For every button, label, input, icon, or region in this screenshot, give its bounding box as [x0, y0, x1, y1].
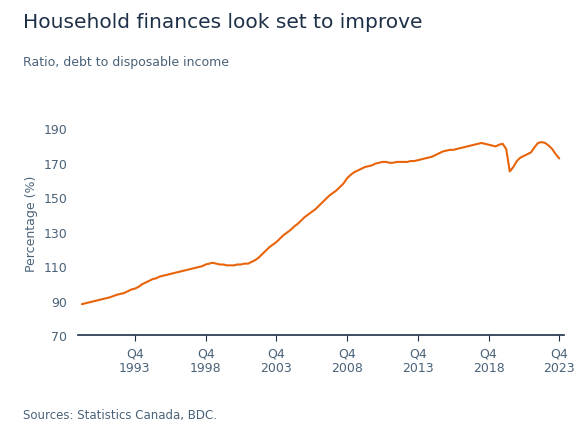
Text: Sources: Statistics Canada, BDC.: Sources: Statistics Canada, BDC. [23, 408, 217, 421]
Text: Ratio, debt to disposable income: Ratio, debt to disposable income [23, 56, 229, 69]
Text: Household finances look set to improve: Household finances look set to improve [23, 13, 423, 32]
Y-axis label: Percentage (%): Percentage (%) [25, 175, 38, 272]
